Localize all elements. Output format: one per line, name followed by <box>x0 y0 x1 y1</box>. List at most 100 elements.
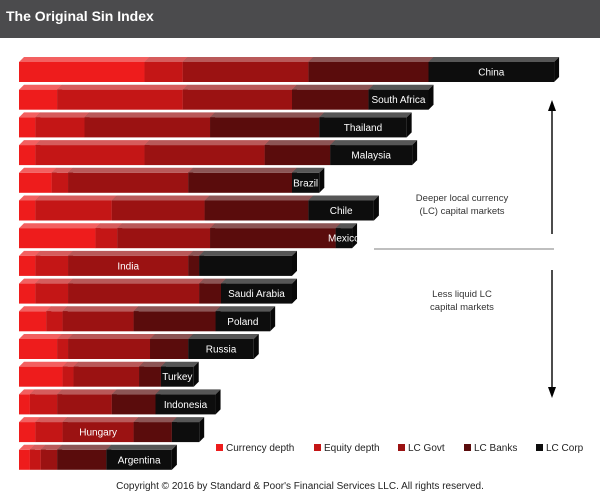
country-label: Russia <box>206 345 237 356</box>
bar-lc-banks <box>264 140 336 166</box>
legend-item-lc-corp: LC Corp <box>536 443 584 454</box>
bar-lc-govt <box>182 57 314 82</box>
bar-lc-govt <box>117 223 216 249</box>
bar-equity-depth <box>57 84 188 110</box>
bar-currency-depth <box>19 84 63 110</box>
country-label: Hungary <box>79 428 117 439</box>
bar-currency-depth <box>19 57 150 82</box>
bar-row: Hungary <box>19 417 205 443</box>
bar-lc-corp <box>215 306 276 332</box>
bar-lc-govt <box>57 389 117 415</box>
bar-lc-govt <box>68 334 156 359</box>
title-bar: The Original Sin Index <box>0 0 600 38</box>
country-label: South Africa <box>372 95 426 106</box>
bar-lc-corp <box>292 167 325 193</box>
svg-text:Equity depth: Equity depth <box>324 443 380 454</box>
bar-currency-depth <box>19 223 101 249</box>
bar-lc-banks <box>150 334 194 359</box>
bar-equity-depth <box>35 417 68 443</box>
bar-lc-govt <box>144 140 270 166</box>
svg-text:Currency depth: Currency depth <box>226 443 294 454</box>
page-title: The Original Sin Index <box>6 8 154 24</box>
country-label: Malaysia <box>351 151 391 162</box>
annotation-lower-line1: Less liquid LC <box>432 289 492 300</box>
bars-layer: China South Africa Thailand Malaysia Brazil C… <box>19 57 560 470</box>
bar-lc-banks <box>210 223 341 249</box>
annotation-lower-line2: capital markets <box>430 302 494 313</box>
bar-row: Russia <box>19 334 259 359</box>
bar-row: South Africa <box>19 84 434 110</box>
bar-row: India <box>19 250 297 276</box>
bar-equity-depth <box>35 278 74 304</box>
bar-equity-depth <box>35 140 150 166</box>
bar-lc-govt <box>182 84 297 110</box>
bar-lc-corp <box>188 334 259 359</box>
copyright-text: Copyright © 2016 by Standard & Poor's Fi… <box>116 481 484 492</box>
bar-row: Saudi Arabia <box>19 278 297 304</box>
bar-lc-corp <box>171 417 205 443</box>
bar-row: Turkey <box>19 361 199 387</box>
bar-lc-corp <box>155 389 221 415</box>
bar-equity-depth <box>35 195 117 221</box>
bar-lc-corp <box>199 250 297 276</box>
bar-row: Indonesia <box>19 389 221 415</box>
bar-lc-banks <box>308 57 434 82</box>
bar-lc-corp <box>335 223 358 249</box>
bar-equity-depth <box>144 57 188 82</box>
country-label: Argentina <box>118 455 161 466</box>
country-label: Saudi Arabia <box>228 289 285 300</box>
bar-row: Argentina <box>19 444 177 470</box>
bar-equity-depth <box>35 112 90 138</box>
bar-row: China <box>19 57 560 82</box>
bar-lc-banks <box>57 444 112 470</box>
bar-currency-depth <box>19 334 63 359</box>
country-label: Chile <box>330 206 353 217</box>
country-label: Indonesia <box>164 400 208 411</box>
bar-currency-depth <box>19 167 57 193</box>
bar-lc-govt <box>73 361 145 387</box>
bar-row: Mexico <box>19 223 360 249</box>
country-label: China <box>478 68 505 79</box>
bar-lc-banks <box>133 417 177 443</box>
arrow-down-icon <box>548 387 556 398</box>
bar-row: Brazil <box>19 167 325 193</box>
bar-lc-corp <box>106 444 177 470</box>
bar-row: Malaysia <box>19 140 418 166</box>
bar-lc-banks <box>188 167 297 193</box>
bar-currency-depth <box>19 361 68 387</box>
bar-lc-corp <box>428 57 560 82</box>
annotation-upper-line2: (LC) capital markets <box>420 206 505 217</box>
bar-lc-govt <box>84 112 216 138</box>
legend-item-lc-banks: LC Banks <box>464 443 517 454</box>
country-label: Turkey <box>162 372 192 383</box>
legend-item-equity-depth: Equity depth <box>314 443 380 454</box>
bar-lc-govt <box>68 278 205 304</box>
bar-lc-banks <box>292 84 374 110</box>
bar-lc-banks <box>133 306 221 332</box>
country-label: Brazil <box>293 178 318 189</box>
arrow-up-icon <box>548 100 556 111</box>
bar-lc-banks <box>111 389 161 415</box>
bar-lc-govt <box>68 167 194 193</box>
svg-text:LC Corp: LC Corp <box>546 443 584 454</box>
bar-lc-corp <box>319 112 412 138</box>
legend: Currency depth Equity depth LC Govt LC Bank… <box>216 443 584 454</box>
bar-lc-corp <box>308 195 379 221</box>
bar-row: Thailand <box>19 112 412 138</box>
country-label: India <box>117 261 139 272</box>
original-sin-chart: China South Africa Thailand Malaysia Brazil C… <box>19 57 584 470</box>
bar-lc-corp <box>221 278 297 304</box>
country-label: Mexico <box>328 234 360 245</box>
legend-item-lc-govt: LC Govt <box>398 443 445 454</box>
bar-lc-corp <box>330 140 418 166</box>
direction-arrows <box>374 100 556 398</box>
legend-item-currency-depth: Currency depth <box>216 443 294 454</box>
annotation-upper-line1: Deeper local currency <box>416 193 509 204</box>
bar-lc-govt <box>62 306 139 332</box>
bar-row: Poland <box>19 306 276 332</box>
country-label: Thailand <box>344 123 382 134</box>
bar-lc-banks <box>204 195 314 221</box>
bar-lc-govt <box>111 195 210 221</box>
bar-lc-banks <box>210 112 325 138</box>
bar-lc-corp <box>160 361 199 387</box>
